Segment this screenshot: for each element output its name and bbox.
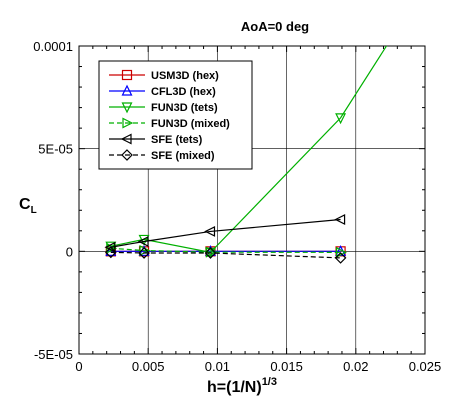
series-line: [110, 218, 341, 248]
legend-marker: [121, 102, 133, 114]
x-tick-label: 0.01: [205, 359, 230, 374]
legend-entry: USM3D (hex): [109, 69, 219, 82]
y-tick-label: 0: [66, 244, 73, 259]
legend-marker: [121, 69, 133, 81]
series-point: [204, 225, 216, 237]
series-layer: [104, 46, 388, 264]
chart-title: AoA=0 deg: [241, 19, 309, 34]
legend-label: SFE (tets): [151, 134, 203, 146]
legend-entry: FUN3D (mixed): [109, 117, 230, 130]
x-tick-label: 0.005: [132, 359, 165, 374]
legend-label: FUN3D (mixed): [151, 118, 230, 130]
x-axis-label-main: h=(1/N): [207, 379, 262, 396]
legend-label: CFL3D (hex): [151, 86, 216, 98]
legend-label: FUN3D (tets): [151, 102, 218, 114]
series-line: [110, 247, 341, 253]
x-axis-label-superscript: 1/3: [262, 376, 277, 388]
legend-label: USM3D (hex): [151, 70, 219, 82]
x-tick-label: 0.025: [409, 359, 442, 374]
legend: USM3D (hex) CFL3D (hex) FUN3D (tets) FUN3D …: [98, 60, 253, 170]
series-point: [204, 247, 217, 259]
series-point: [334, 214, 346, 225]
y-axis-label: CL: [19, 196, 37, 216]
legend-entry: SFE (tets): [109, 133, 203, 146]
legend-marker: [121, 84, 133, 96]
x-axis-label: h=(1/N)1/3: [207, 376, 277, 396]
y-axis-label-subscript: L: [31, 205, 37, 216]
plot-area-frame: [78, 45, 426, 355]
series-point: [104, 241, 116, 253]
x-tick-label: 0: [75, 359, 82, 374]
series-4: [104, 214, 346, 253]
series-point: [335, 246, 347, 258]
series-line: [110, 251, 341, 259]
legend-entry: CFL3D (hex): [109, 84, 216, 98]
y-tick-label: -5E-05: [34, 347, 73, 362]
legend-entry: FUN3D (tets): [109, 102, 218, 114]
x-tick-label: 0.02: [343, 359, 368, 374]
y-tick-label: 5E-05: [38, 142, 73, 157]
legend-marker: [120, 133, 132, 145]
legend-marker: [121, 149, 133, 161]
legend-label: SFE (mixed): [151, 150, 215, 162]
tick-layer: 0 0.005 0.01 0.015 0.02 0.025-5E-0505E-050.00…: [33, 39, 441, 374]
series-point: [137, 236, 149, 247]
series-point: [334, 252, 347, 264]
legend-entry: SFE (mixed): [109, 149, 215, 162]
y-tick-label: 0.0001: [33, 39, 73, 54]
series-point: [335, 113, 347, 125]
series-point: [138, 247, 150, 259]
y-axis-label-main: C: [19, 196, 31, 213]
x-tick-label: 0.015: [270, 359, 303, 374]
series-point: [104, 246, 117, 259]
legend-marker: [122, 117, 134, 129]
series-5: [104, 246, 347, 264]
